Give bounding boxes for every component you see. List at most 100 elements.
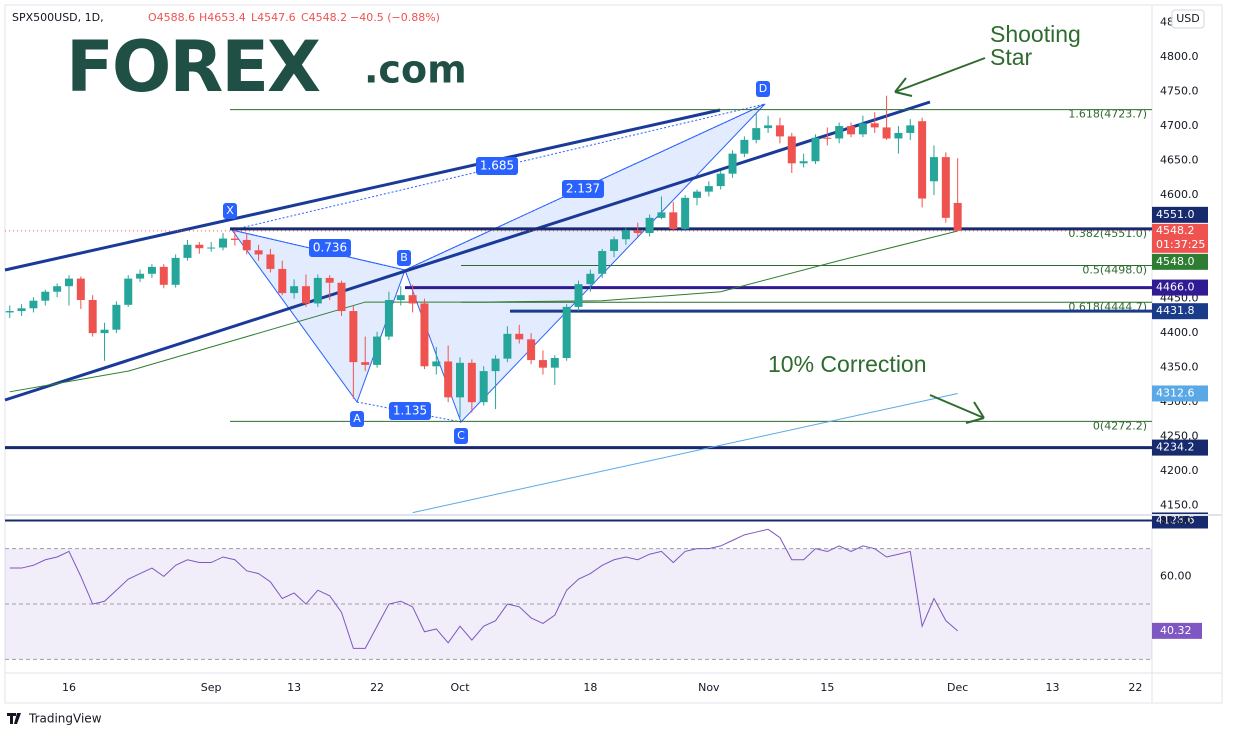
candle-body <box>598 250 607 274</box>
candle-body <box>408 295 417 304</box>
level-label: 4551.0 <box>1156 208 1195 221</box>
currency[interactable]: USD <box>1176 12 1200 25</box>
fib-label: 0.5(4498.0) <box>1082 263 1147 276</box>
x-tick-label: Nov <box>698 681 720 694</box>
y-tick-label: 4250.0 <box>1160 430 1199 443</box>
candle-body <box>515 333 524 340</box>
ratio-label: 2.137 <box>566 182 600 196</box>
candle-body <box>538 360 547 368</box>
y-tick-label: 4600.0 <box>1160 188 1199 201</box>
pattern-point: D <box>759 82 767 95</box>
candle-body <box>373 336 382 365</box>
close-text: C4548.2 <box>301 11 347 24</box>
candle-body <box>195 244 204 249</box>
ma-label-box <box>1152 385 1208 402</box>
candle-body <box>716 173 725 187</box>
symbol: SPX500USD, 1D, <box>12 11 104 24</box>
candle-body <box>17 308 26 312</box>
candle-body <box>432 361 441 367</box>
channel-line <box>4 100 931 402</box>
candle-body <box>479 371 488 403</box>
pattern-point-box <box>223 203 237 219</box>
level-label: 4128.6 <box>1156 513 1195 526</box>
candle-body <box>681 197 690 229</box>
rsi-tick-label: 80.00 <box>1160 514 1192 527</box>
level-label-box <box>1152 303 1208 320</box>
candle-body <box>764 125 773 129</box>
level-label: 4431.8 <box>1156 304 1195 317</box>
y-tick-label: 4400.0 <box>1160 326 1199 339</box>
candle-body <box>645 217 654 234</box>
arrow <box>929 394 985 424</box>
y-tick-label: 4350.0 <box>1160 361 1199 374</box>
candle-body <box>88 300 97 334</box>
candle-body <box>337 282 346 312</box>
candle-body <box>124 278 133 305</box>
ratio-box <box>476 157 518 175</box>
candle-body <box>586 273 595 285</box>
candle-body <box>692 191 701 198</box>
candle-body <box>527 339 536 361</box>
candle-body <box>941 157 950 218</box>
current-price-box <box>1152 223 1208 253</box>
candle-body <box>219 238 228 248</box>
logo-suffix: .com <box>364 48 467 92</box>
footer-text: TradingView <box>28 712 102 726</box>
level-label-box <box>1152 512 1208 529</box>
candle-body <box>384 300 393 337</box>
y-tick-label: 4200.0 <box>1160 464 1199 477</box>
candle-body <box>64 278 73 287</box>
candle-body <box>313 277 322 304</box>
pattern-point: X <box>226 204 234 217</box>
candle-body <box>752 128 761 140</box>
candle-body <box>207 247 216 249</box>
pattern-point: C <box>457 429 465 442</box>
candle-body <box>929 157 938 182</box>
candle-body <box>53 286 62 292</box>
candle-body <box>835 126 844 139</box>
currency-box[interactable] <box>1171 9 1205 29</box>
candle-body <box>633 230 642 234</box>
candle-body <box>183 244 192 258</box>
candle-body <box>728 153 737 174</box>
rsi-value-box <box>1152 622 1202 639</box>
annotation: Shooting <box>990 21 1081 47</box>
candle-body <box>847 126 856 135</box>
annotation: Star <box>990 44 1033 70</box>
candle-body <box>787 136 796 164</box>
candle-body <box>41 291 50 301</box>
level-label: 4466.0 <box>1156 281 1195 294</box>
candle-body <box>610 239 619 251</box>
x-tick-label: Sep <box>201 681 222 694</box>
candle-body <box>361 362 370 365</box>
pattern-point-box <box>756 81 770 97</box>
y-tick-label: 4650.0 <box>1160 154 1199 167</box>
x-tick-label: 15 <box>820 681 834 694</box>
candle-body <box>621 230 630 240</box>
current-price: 4548.2 <box>1156 224 1195 237</box>
ratio-label: 1.685 <box>480 159 514 173</box>
high-text: H4653.4 <box>199 11 246 24</box>
tv-icon <box>7 713 21 724</box>
ma-label: 4548.0 <box>1156 255 1195 268</box>
logo-main: FOREX <box>66 26 320 108</box>
candle-body <box>503 333 512 359</box>
level-label: 4234.2 <box>1156 441 1195 454</box>
candle-body <box>953 202 962 231</box>
candle-body <box>147 266 156 274</box>
candle-body <box>100 329 109 334</box>
x-tick-label: 22 <box>1128 681 1142 694</box>
ratio-label: 1.135 <box>393 404 427 418</box>
candle-body <box>823 137 832 139</box>
moving-average <box>9 230 958 393</box>
level-label-box <box>1152 439 1208 456</box>
candle-body <box>254 250 263 255</box>
x-tick-label: Dec <box>947 681 968 694</box>
y-tick-label: 4700.0 <box>1160 119 1199 132</box>
footer: TradingView <box>7 712 102 726</box>
low-text: L4547.6 <box>251 11 296 24</box>
candle-body <box>657 212 666 218</box>
arrows <box>894 57 986 424</box>
